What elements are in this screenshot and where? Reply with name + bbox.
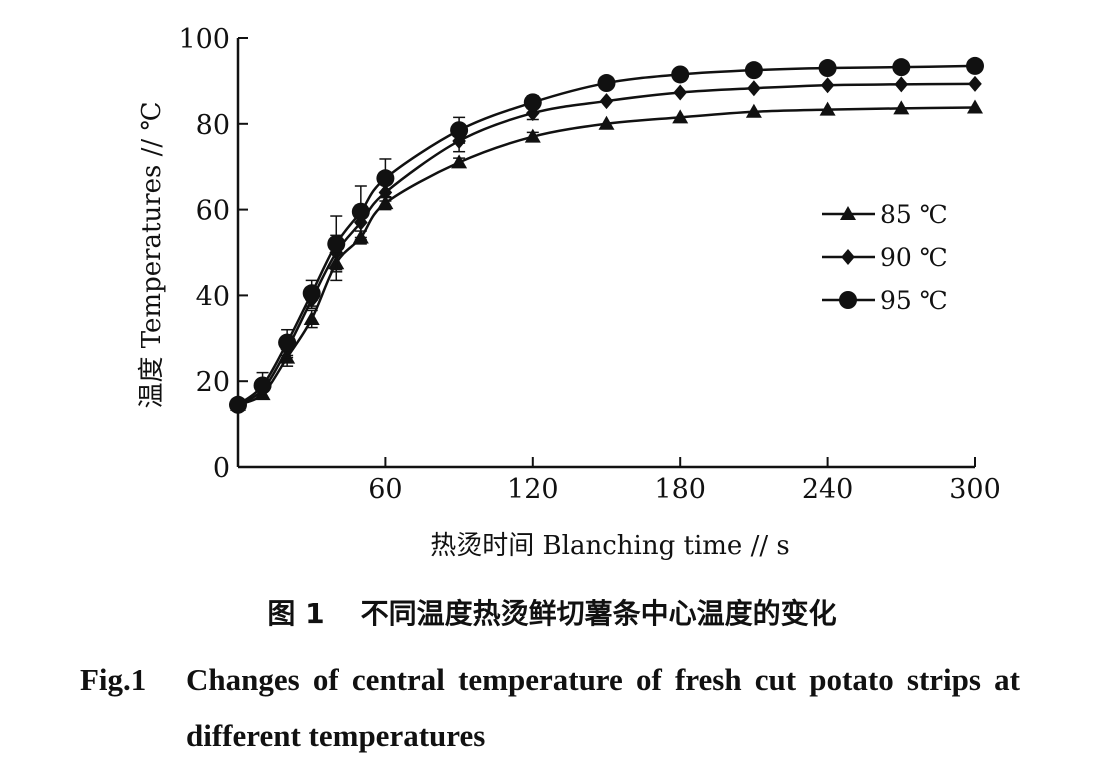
y-axis-title: 温度 Temperatures // ℃ [137, 101, 167, 408]
series-group [229, 56, 984, 414]
data-point [451, 154, 468, 169]
data-point [966, 56, 984, 75]
caption-cn: 图 1 不同温度热烫鲜切薯条中心温度的变化 [0, 592, 1104, 632]
x-tick-label: 240 [802, 474, 854, 505]
caption-cn-number: 图 1 [267, 597, 325, 630]
data-point [672, 109, 689, 124]
data-point [967, 99, 983, 114]
data-point [523, 93, 542, 112]
data-point [253, 376, 272, 395]
data-point [968, 75, 982, 92]
y-tick-label: 60 [196, 196, 230, 227]
data-point [302, 284, 321, 303]
data-point [524, 128, 541, 143]
caption-cn-title: 不同温度热烫鲜切薯条中心温度的变化 [360, 597, 837, 630]
caption-en: Fig.1 Changes of central temperature of … [80, 652, 1020, 764]
data-point [820, 77, 835, 94]
data-point [377, 195, 394, 210]
legend-label: 90 ℃ [880, 243, 948, 272]
legend: 85 ℃ 90 ℃ 95 ℃ [822, 200, 948, 315]
data-point [819, 101, 836, 116]
series-circle [229, 56, 984, 414]
legend-label: 95 ℃ [880, 286, 948, 315]
legend-marker [840, 206, 856, 220]
legend-marker [841, 249, 855, 265]
data-point [745, 103, 762, 118]
x-tick-label: 180 [654, 474, 706, 505]
ticks: 0 20 40 60 80 100 60 120 180 240 300 [178, 24, 1000, 505]
axes [236, 38, 975, 469]
caption-en-title: Changes of central temperature of fresh … [186, 662, 1020, 753]
caption-en-number: Fig.1 [80, 662, 147, 697]
data-point [450, 121, 469, 140]
y-tick-label: 40 [196, 281, 230, 312]
series-line [237, 82, 976, 406]
data-point [597, 74, 616, 93]
x-tick-label: 60 [368, 474, 402, 505]
x-axis-title: 热烫时间 Blanching time // s [430, 531, 789, 561]
series-line [237, 106, 976, 406]
y-tick-label: 0 [213, 453, 230, 484]
data-point [747, 80, 761, 97]
series-line [237, 64, 976, 406]
data-point [673, 84, 687, 101]
data-point [818, 59, 837, 78]
series-triangle [230, 99, 983, 411]
y-tick-label: 20 [196, 367, 230, 398]
data-point [599, 93, 614, 110]
legend-marker [839, 291, 857, 309]
data-point [351, 202, 370, 221]
data-point [278, 333, 297, 352]
data-point [893, 100, 910, 115]
data-point [327, 234, 346, 253]
y-tick-label: 80 [196, 110, 230, 141]
data-point [892, 58, 911, 77]
data-point [303, 310, 320, 325]
data-point [229, 395, 247, 414]
data-point [598, 115, 615, 130]
data-point [894, 76, 909, 93]
y-tick-label: 100 [178, 24, 230, 55]
x-tick-label: 120 [507, 474, 559, 505]
legend-label: 85 ℃ [880, 200, 948, 229]
data-point [671, 65, 690, 84]
data-point [744, 61, 763, 80]
x-tick-label: 300 [949, 474, 1001, 505]
data-point [376, 169, 395, 188]
